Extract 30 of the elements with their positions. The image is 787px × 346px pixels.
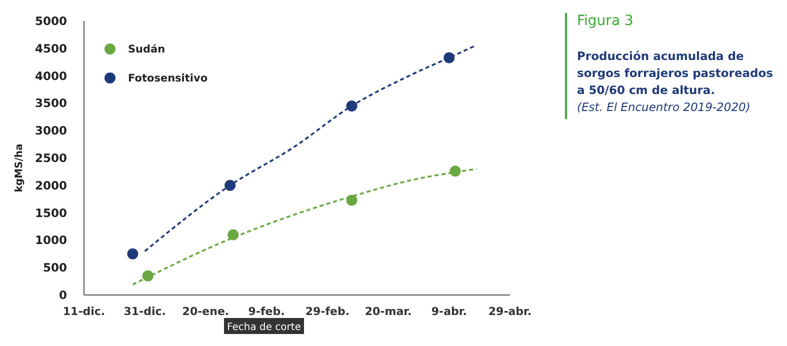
x-tick-label: 20-mar.: [364, 305, 412, 318]
y-tick-label: 1500: [34, 206, 67, 220]
y-tick-label: 2500: [34, 151, 67, 165]
y-tick-label: 4500: [34, 41, 67, 56]
y-tick-label: 0: [58, 288, 67, 302]
legend-label: Fotosensitivo: [128, 72, 208, 85]
x-tick-label: 29-feb.: [305, 305, 350, 318]
x-tick-label: 9-feb.: [248, 305, 285, 318]
y-axis-title: kgMS/ha: [14, 144, 25, 192]
y-tick-label: 5000: [34, 14, 67, 28]
x-tick-label: 31-dic.: [124, 305, 166, 318]
x-tick-label: 20-ene.: [182, 305, 230, 318]
x-tick-label: 11-dic.: [62, 305, 106, 318]
point: [127, 248, 138, 260]
point: [346, 194, 358, 206]
text: Producción acumulada de sorgos forrajeros pastoreados a 50/60 cm de altura.: [577, 49, 774, 97]
y-tick-label: 1000: [34, 233, 67, 248]
y-tick-label: 500: [42, 260, 67, 275]
x-axis-title: Fecha de corte: [227, 322, 301, 333]
line-series: [132, 168, 478, 286]
y-tick-label: 3000: [34, 124, 67, 138]
y-tick-label: 4000: [34, 68, 67, 83]
y-tick-label: 3500: [34, 96, 67, 110]
legend-label: Sudán: [128, 44, 166, 56]
y-tick-label: 2000: [34, 178, 67, 192]
x-tick-label: 29-abr.: [488, 305, 532, 318]
text: Figura 3: [577, 13, 634, 29]
text: (Est. El Encuentro 2019-2020): [577, 100, 750, 114]
point: [224, 180, 236, 191]
x-tick-label: 9-abr.: [431, 305, 467, 318]
